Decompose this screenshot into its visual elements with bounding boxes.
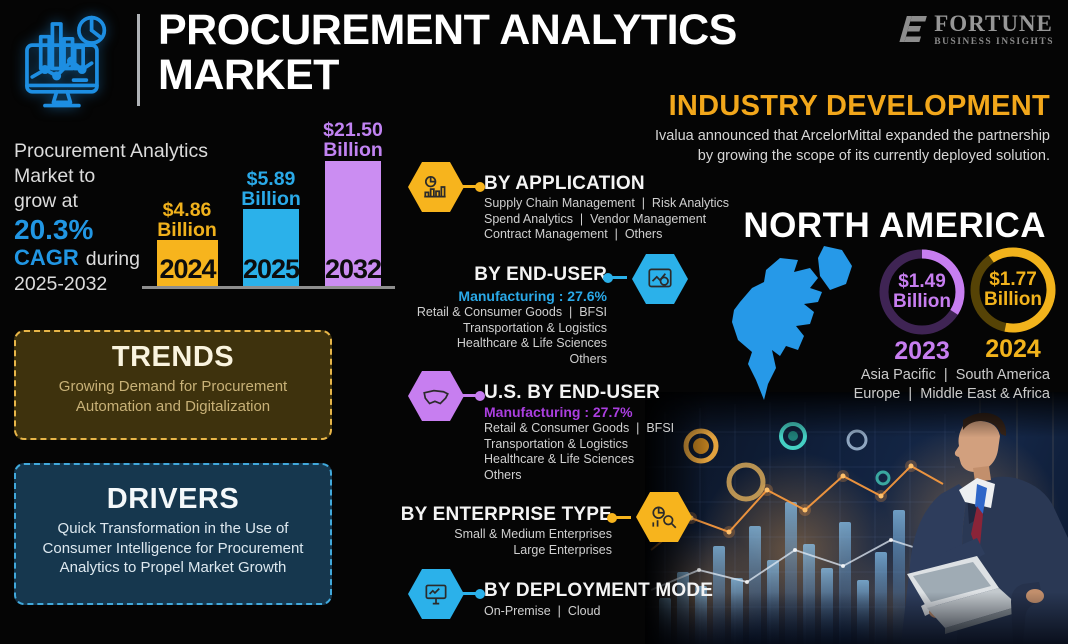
drivers-title: DRIVERS bbox=[106, 483, 240, 515]
report-chart-icon bbox=[648, 268, 672, 288]
pie-magnifier-icon bbox=[652, 506, 677, 529]
trends-box: TRENDS Growing Demand for Procurement Au… bbox=[14, 330, 332, 440]
businessman-silhouette bbox=[901, 412, 1068, 644]
application-hexagon bbox=[408, 162, 464, 212]
bar-value-2024: $4.86 Billion bbox=[157, 199, 217, 241]
other-regions: Asia Pacific | South America Europe | Mi… bbox=[853, 367, 1050, 402]
brand-name: FORTUNE bbox=[934, 11, 1053, 36]
ring-2023-value: $1.49 Billion bbox=[892, 271, 952, 312]
trends-body: Growing Demand for Procurement Automatio… bbox=[58, 378, 288, 415]
segment-items-end-user: Retail & Consumer Goods | BFSI Transport… bbox=[416, 305, 607, 367]
north-america-map bbox=[732, 246, 852, 400]
monitor-chart-icon bbox=[425, 584, 447, 605]
end-user-hexagon bbox=[632, 254, 688, 304]
north-america-title: NORTH AMERICA bbox=[743, 206, 1046, 245]
drivers-box: DRIVERS Quick Transformation in the Use … bbox=[14, 463, 332, 605]
page-title: PROCUREMENT ANALYTICS MARKET bbox=[158, 8, 737, 98]
growth-line: grow at bbox=[14, 190, 78, 212]
drivers-body: Quick Transformation in the Use of Consu… bbox=[42, 520, 304, 576]
ring-2024-value: $1.77 Billion bbox=[983, 269, 1043, 310]
bar-value-2025: $5.89 Billion bbox=[241, 168, 301, 210]
segment-title-application: BY APPLICATION bbox=[484, 173, 645, 194]
bar-2032: 2032 bbox=[325, 161, 382, 286]
analytics-dashboard-photo-art bbox=[627, 392, 1068, 644]
page-title-line2: MARKET bbox=[158, 51, 339, 99]
fortune-logo-icon bbox=[899, 16, 928, 42]
segment-title-us-end-user: U.S. BY END-USER bbox=[484, 382, 660, 403]
forecast-period: 2025-2032 bbox=[14, 273, 108, 295]
cagr-value: 20.3% bbox=[14, 214, 94, 245]
growth-line: CAGR during bbox=[14, 245, 208, 272]
us-map-icon bbox=[423, 389, 449, 405]
ring-2023: $1.49 Billion bbox=[878, 248, 966, 336]
segment-title-end-user: BY END-USER bbox=[474, 264, 607, 285]
us-end-user-hexagon bbox=[408, 371, 464, 421]
cagr-label: CAGR bbox=[14, 245, 79, 270]
bar-value-2032: $21.50 Billion bbox=[323, 119, 383, 161]
segment-items-application: Supply Chain Management | Risk Analytics… bbox=[484, 196, 730, 242]
end-user-highlight: Manufacturing : 27.6% bbox=[458, 288, 607, 304]
growth-line: Market to bbox=[14, 165, 96, 187]
header-divider bbox=[137, 14, 140, 106]
analytics-monitor-icon bbox=[25, 15, 107, 108]
bar-2024: 2024 bbox=[157, 240, 218, 286]
chart-axis-line bbox=[142, 286, 395, 289]
connector bbox=[603, 272, 627, 283]
deployment-mode-hexagon bbox=[408, 569, 464, 619]
connector bbox=[461, 588, 485, 599]
ring-2023-year: 2023 bbox=[894, 337, 950, 365]
growth-statement: Procurement Analytics Market to grow at … bbox=[14, 139, 208, 297]
segment-items-enterprise-type: Small & Medium Enterprises Large Enterpr… bbox=[454, 527, 612, 557]
industry-development-title: INDUSTRY DEVELOPMENT bbox=[668, 90, 1050, 122]
ring-2024: $1.77 Billion bbox=[969, 246, 1057, 334]
brand-subtitle: BUSINESS INSIGHTS bbox=[934, 37, 1054, 47]
donut-ring-2024 bbox=[970, 247, 1056, 333]
pie-bar-chart-icon bbox=[424, 175, 446, 198]
fortune-logo: FORTUNE BUSINESS INSIGHTS bbox=[893, 12, 1054, 47]
connector bbox=[607, 512, 631, 523]
us-end-user-highlight: Manufacturing : 27.7% bbox=[484, 404, 633, 420]
connector bbox=[461, 181, 485, 192]
page-title-line1: PROCUREMENT ANALYTICS bbox=[158, 6, 737, 54]
connector bbox=[461, 390, 485, 401]
ring-2024-year: 2024 bbox=[985, 335, 1041, 363]
growth-line: Procurement Analytics bbox=[14, 140, 209, 162]
segment-title-deployment-mode: BY DEPLOYMENT MODE bbox=[484, 580, 714, 601]
segment-items-us-end-user: Retail & Consumer Goods | BFSI Transport… bbox=[484, 421, 675, 483]
analyst-photo bbox=[627, 392, 1068, 644]
segment-items-deployment-mode: On-Premise | Cloud bbox=[484, 604, 601, 618]
bar-2025: 2025 bbox=[243, 209, 300, 286]
donut-ring-2023 bbox=[879, 249, 965, 335]
during-label: during bbox=[85, 248, 140, 270]
segment-title-enterprise-type: BY ENTERPRISE TYPE bbox=[400, 504, 612, 525]
trends-title: TRENDS bbox=[111, 341, 235, 373]
industry-development-body: Ivalua announced that ArcelorMittal expa… bbox=[655, 128, 1050, 164]
